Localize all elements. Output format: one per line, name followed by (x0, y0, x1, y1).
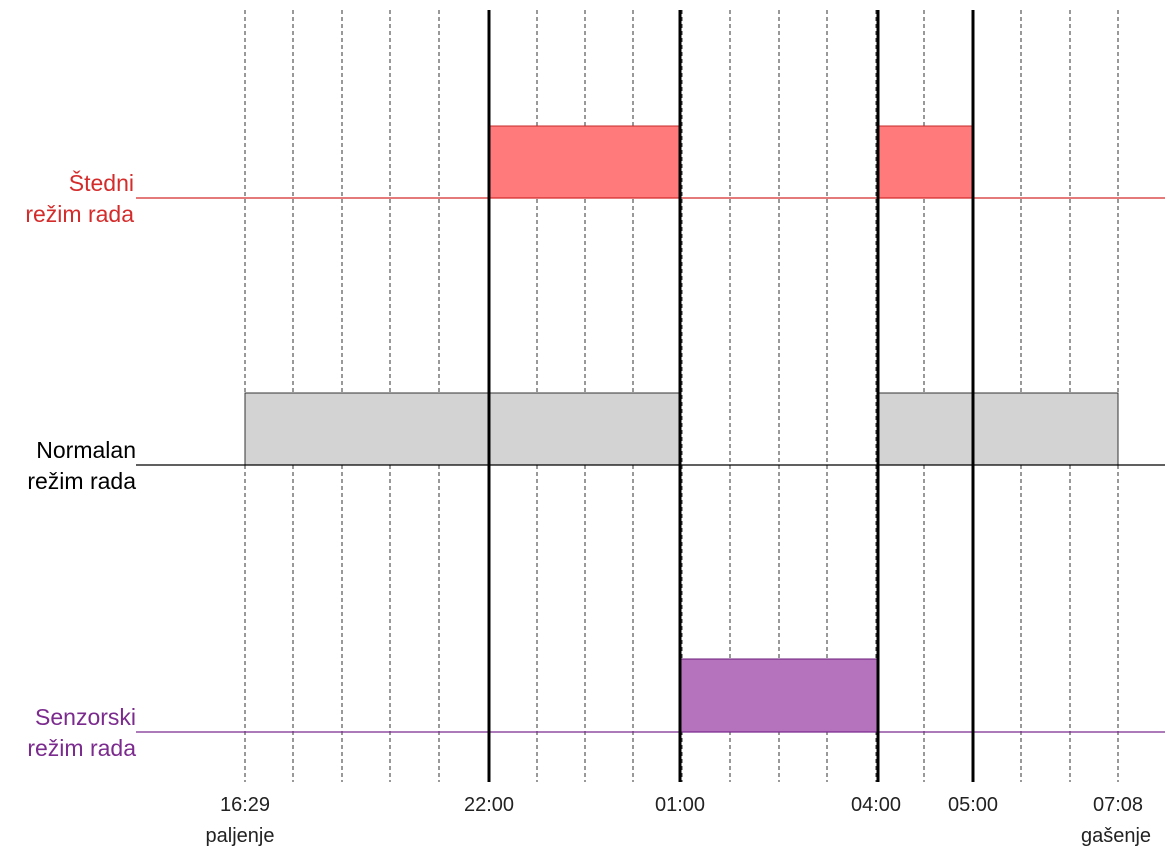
row-baselines (136, 198, 1165, 732)
stedni-bar-1 (489, 126, 680, 198)
time-sub-gasenje: gašenje (1081, 825, 1151, 847)
time-label-0500: 05:00 (948, 794, 998, 816)
normalan-bar-2 (878, 393, 1118, 465)
row-label-senzorski-line2: režim rada (27, 735, 136, 761)
row-label-stedni-line2: režim rada (25, 201, 134, 227)
senzorski-bar-1 (680, 659, 878, 732)
row-label-stedni-line1: Štedni (69, 169, 134, 196)
row-label-senzorski-line1: Senzorski (35, 704, 136, 730)
row-label-normalan-line1: Normalan (36, 437, 136, 463)
time-label-1629: 16:29 (220, 794, 270, 816)
time-label-0708: 07:08 (1093, 794, 1143, 816)
time-label-0100: 01:00 (655, 794, 705, 816)
stedni-bar-2 (878, 126, 973, 198)
time-label-0400: 04:00 (851, 794, 901, 816)
time-sub-paljenje: paljenje (206, 825, 275, 847)
time-label-2200: 22:00 (464, 794, 514, 816)
row-label-normalan-line2: režim rada (27, 468, 136, 494)
normalan-bar-1 (245, 393, 680, 465)
